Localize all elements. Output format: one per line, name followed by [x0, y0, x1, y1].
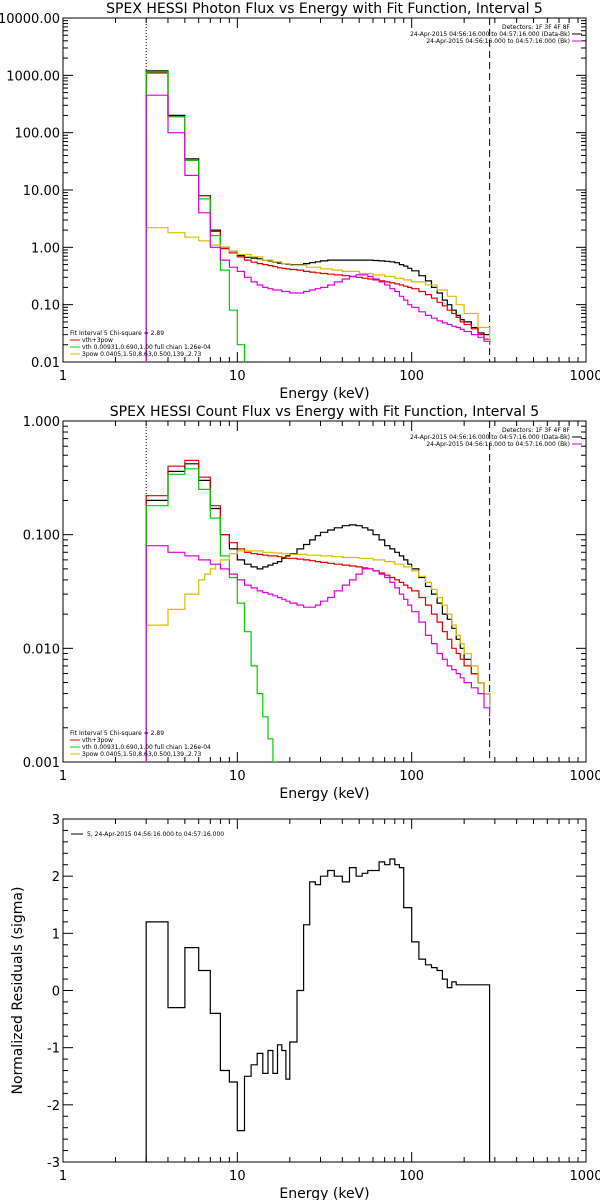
resid-x-tick-label: 100 — [399, 1169, 424, 1184]
resid-y-tick-label: -2 — [47, 1099, 60, 1114]
count-series-0 — [145, 463, 491, 762]
photon-y-tick-label: 1.00 — [31, 241, 60, 256]
photon-x-tick-label: 10 — [229, 369, 246, 384]
photon-series-3 — [145, 227, 491, 362]
count-legend-text: vth 0.00931,0.690,1.00 full chian 1.26e-… — [82, 744, 211, 751]
count-y-tick-label: 1.000 — [23, 415, 60, 430]
count-series-4 — [145, 545, 491, 762]
photon-legend-text: vth 0.00931,0.690,1.00 full chian 1.26e-… — [82, 344, 211, 351]
count-legend-text: Detectors: 1F 3F 4F 8F — [502, 427, 571, 434]
resid-x-tick-label: 10 — [229, 1169, 246, 1184]
photon-legend-text: Fit Interval 5 Chi-square = 2.89 — [70, 330, 164, 337]
count-y-tick-label: 0.010 — [23, 642, 60, 657]
photon-series-4 — [145, 94, 491, 362]
count-legend-text: vth+3pow — [82, 737, 113, 744]
resid-y-tick-label: 3 — [52, 813, 60, 828]
resid-y-tick-label: -3 — [47, 1156, 60, 1171]
photon-x-axis-label: Energy (keV) — [279, 386, 369, 402]
count-legend-text: 24-Apr-2015 04:56:16.000 to 04:57:16.000… — [410, 434, 570, 441]
resid-y-tick-label: 1 — [52, 927, 60, 942]
photon-legend-text: vth+3pow — [82, 337, 113, 344]
photon-x-tick-label: 1 — [59, 369, 67, 384]
resid-y-tick-label: -1 — [47, 1042, 60, 1057]
photon-x-tick-label: 1000 — [569, 369, 600, 384]
count-x-tick-label: 10 — [229, 769, 246, 784]
photon-y-tick-label: 10000.00 — [0, 12, 60, 27]
photon-panel: SPEX HESSI Photon Flux vs Energy with Fi… — [0, 1, 600, 402]
count-legend-text: 24-Apr-2015 04:56:16.000 to 04:57:16.000… — [426, 441, 570, 448]
photon-legend-text: 3pow 0.0405,1.50,8.63,0.500,139.,2.73 — [82, 351, 201, 358]
count-y-tick-label: 0.100 — [23, 529, 60, 544]
count-x-tick-label: 100 — [399, 769, 424, 784]
photon-y-tick-label: 10.00 — [23, 184, 60, 199]
count-series-2 — [145, 468, 279, 762]
resid-legend-text: 5, 24-Apr-2015 04:56:16.000 to 04:57:16.… — [87, 831, 224, 838]
resid-y-axis-label: Normalized Residuals (sigma) — [10, 887, 26, 1095]
resid-x-axis-label: Energy (keV) — [279, 1186, 369, 1200]
count-legend-text: 3pow 0.0405,1.50,8.63,0.500,139.,2.73 — [82, 751, 201, 758]
resid-panel: 1 10 100 1000 Energy (keV) -3 -2 -1 0 1 2 3 Normaliz… — [10, 813, 600, 1200]
photon-y-tick-label: 0.10 — [31, 299, 60, 314]
photon-series-1 — [145, 72, 491, 362]
count-series-1 — [145, 459, 491, 762]
resid-frame — [62, 818, 587, 1163]
resid-series-0 — [145, 858, 491, 1162]
count-x-axis-label: Energy (keV) — [279, 786, 369, 802]
photon-frame — [62, 17, 587, 363]
resid-x-tick-label: 1 — [59, 1169, 67, 1184]
count-x-tick-label: 1 — [59, 769, 67, 784]
count-series-3 — [145, 550, 491, 762]
count-frame — [62, 420, 587, 763]
resid-y-tick-label: 0 — [52, 985, 60, 1000]
count-title: SPEX HESSI Count Flux vs Energy with Fit… — [110, 404, 539, 420]
count-legend-text: Fit Interval 5 Chi-square = 2.89 — [70, 730, 164, 737]
photon-legend-text: Detectors: 1F 3F 4F 8F — [502, 24, 571, 31]
photon-title: SPEX HESSI Photon Flux vs Energy with Fi… — [106, 1, 543, 17]
count-panel: SPEX HESSI Count Flux vs Energy with Fit… — [23, 404, 600, 802]
photon-legend-text: 24-Apr-2015 04:56:16.000 to 04:57:16.000… — [410, 31, 570, 38]
photon-series-0 — [145, 70, 490, 362]
count-x-tick-label: 1000 — [569, 769, 600, 784]
photon-legend-text: 24-Apr-2015 04:56:16.000 to 04:57:16.000… — [426, 38, 570, 45]
count-y-tick-label: 0.001 — [23, 756, 60, 771]
resid-y-tick-label: 2 — [52, 870, 60, 885]
photon-y-tick-label: 1000.00 — [6, 69, 60, 84]
photon-y-tick-label: 100.00 — [15, 127, 61, 142]
photon-y-tick-label: 0.01 — [31, 356, 60, 371]
resid-x-tick-label: 1000 — [569, 1169, 600, 1184]
photon-x-tick-label: 100 — [399, 369, 424, 384]
